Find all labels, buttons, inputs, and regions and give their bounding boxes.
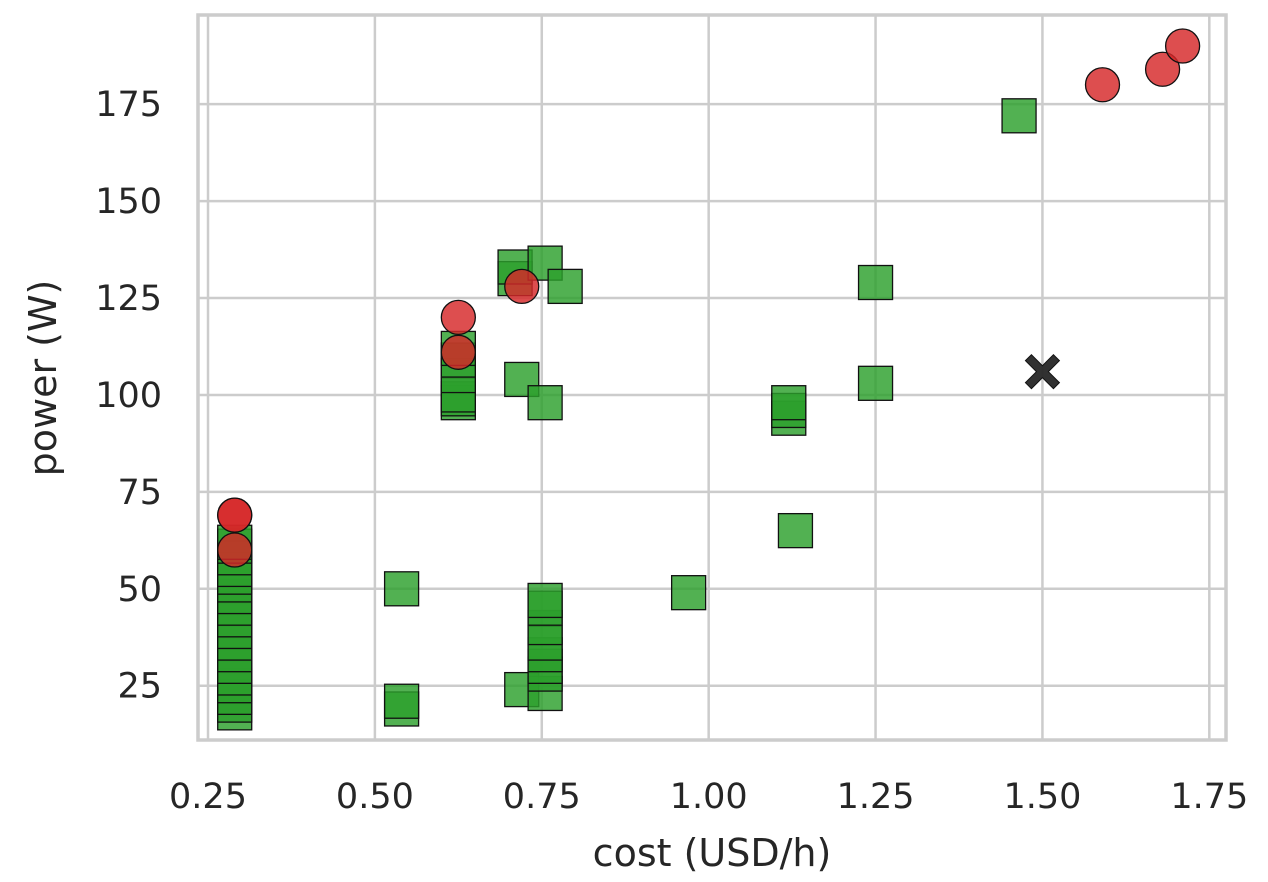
- square-point-45: [771, 385, 807, 421]
- circle-point-6: [1084, 67, 1121, 103]
- circle-point-7: [1144, 51, 1181, 87]
- x-tick-label-1: 0.50: [336, 777, 414, 817]
- y-tick-label-0: 25: [117, 667, 162, 707]
- x-axis-label: cost (USD/h): [593, 831, 832, 875]
- y-tick-labels: 25 50 75 100 125 150 175: [95, 85, 162, 707]
- square-point-20: [383, 571, 420, 607]
- square-point-30: [547, 268, 583, 305]
- y-tick-label-5: 150: [95, 182, 162, 222]
- square-point-42: [670, 575, 707, 611]
- circle-point-8: [1164, 28, 1201, 64]
- grid-lines: [198, 15, 1226, 740]
- circle-point-3: [440, 299, 476, 336]
- y-tick-label-4: 125: [95, 279, 162, 319]
- x-tick-labels: 0.25 0.50 0.75 1.00 1.25 1.50 1.75: [169, 777, 1248, 817]
- y-tick-label-6: 175: [95, 85, 162, 125]
- x-marker-point-0: [1024, 353, 1061, 390]
- x-tick-label-4: 1.25: [837, 777, 915, 817]
- y-tick-label-3: 100: [95, 376, 162, 416]
- circle-point-1: [217, 497, 253, 533]
- x-tick-label-2: 0.75: [503, 777, 581, 817]
- circle-point-2: [217, 532, 253, 568]
- square-point-32: [527, 385, 563, 421]
- x-tick-label-3: 1.00: [670, 777, 748, 817]
- y-tick-label-1: 50: [117, 570, 162, 610]
- circle-point-4: [440, 334, 476, 370]
- square-point-47: [857, 264, 894, 301]
- data-points: [217, 28, 1201, 731]
- x-tick-label-5: 1.50: [1003, 777, 1081, 817]
- square-point-49: [1001, 98, 1037, 134]
- circle-point-5: [504, 268, 540, 305]
- y-tick-label-2: 75: [117, 473, 162, 513]
- plot-frame: [196, 13, 1228, 742]
- square-point-19: [383, 683, 420, 719]
- square-point-41: [527, 582, 563, 619]
- square-point-48: [857, 365, 894, 401]
- y-axis-label: power (W): [21, 280, 65, 477]
- x-tick-label-0: 0.25: [169, 777, 247, 817]
- square-point-46: [777, 512, 814, 549]
- x-tick-label-6: 1.75: [1170, 777, 1248, 817]
